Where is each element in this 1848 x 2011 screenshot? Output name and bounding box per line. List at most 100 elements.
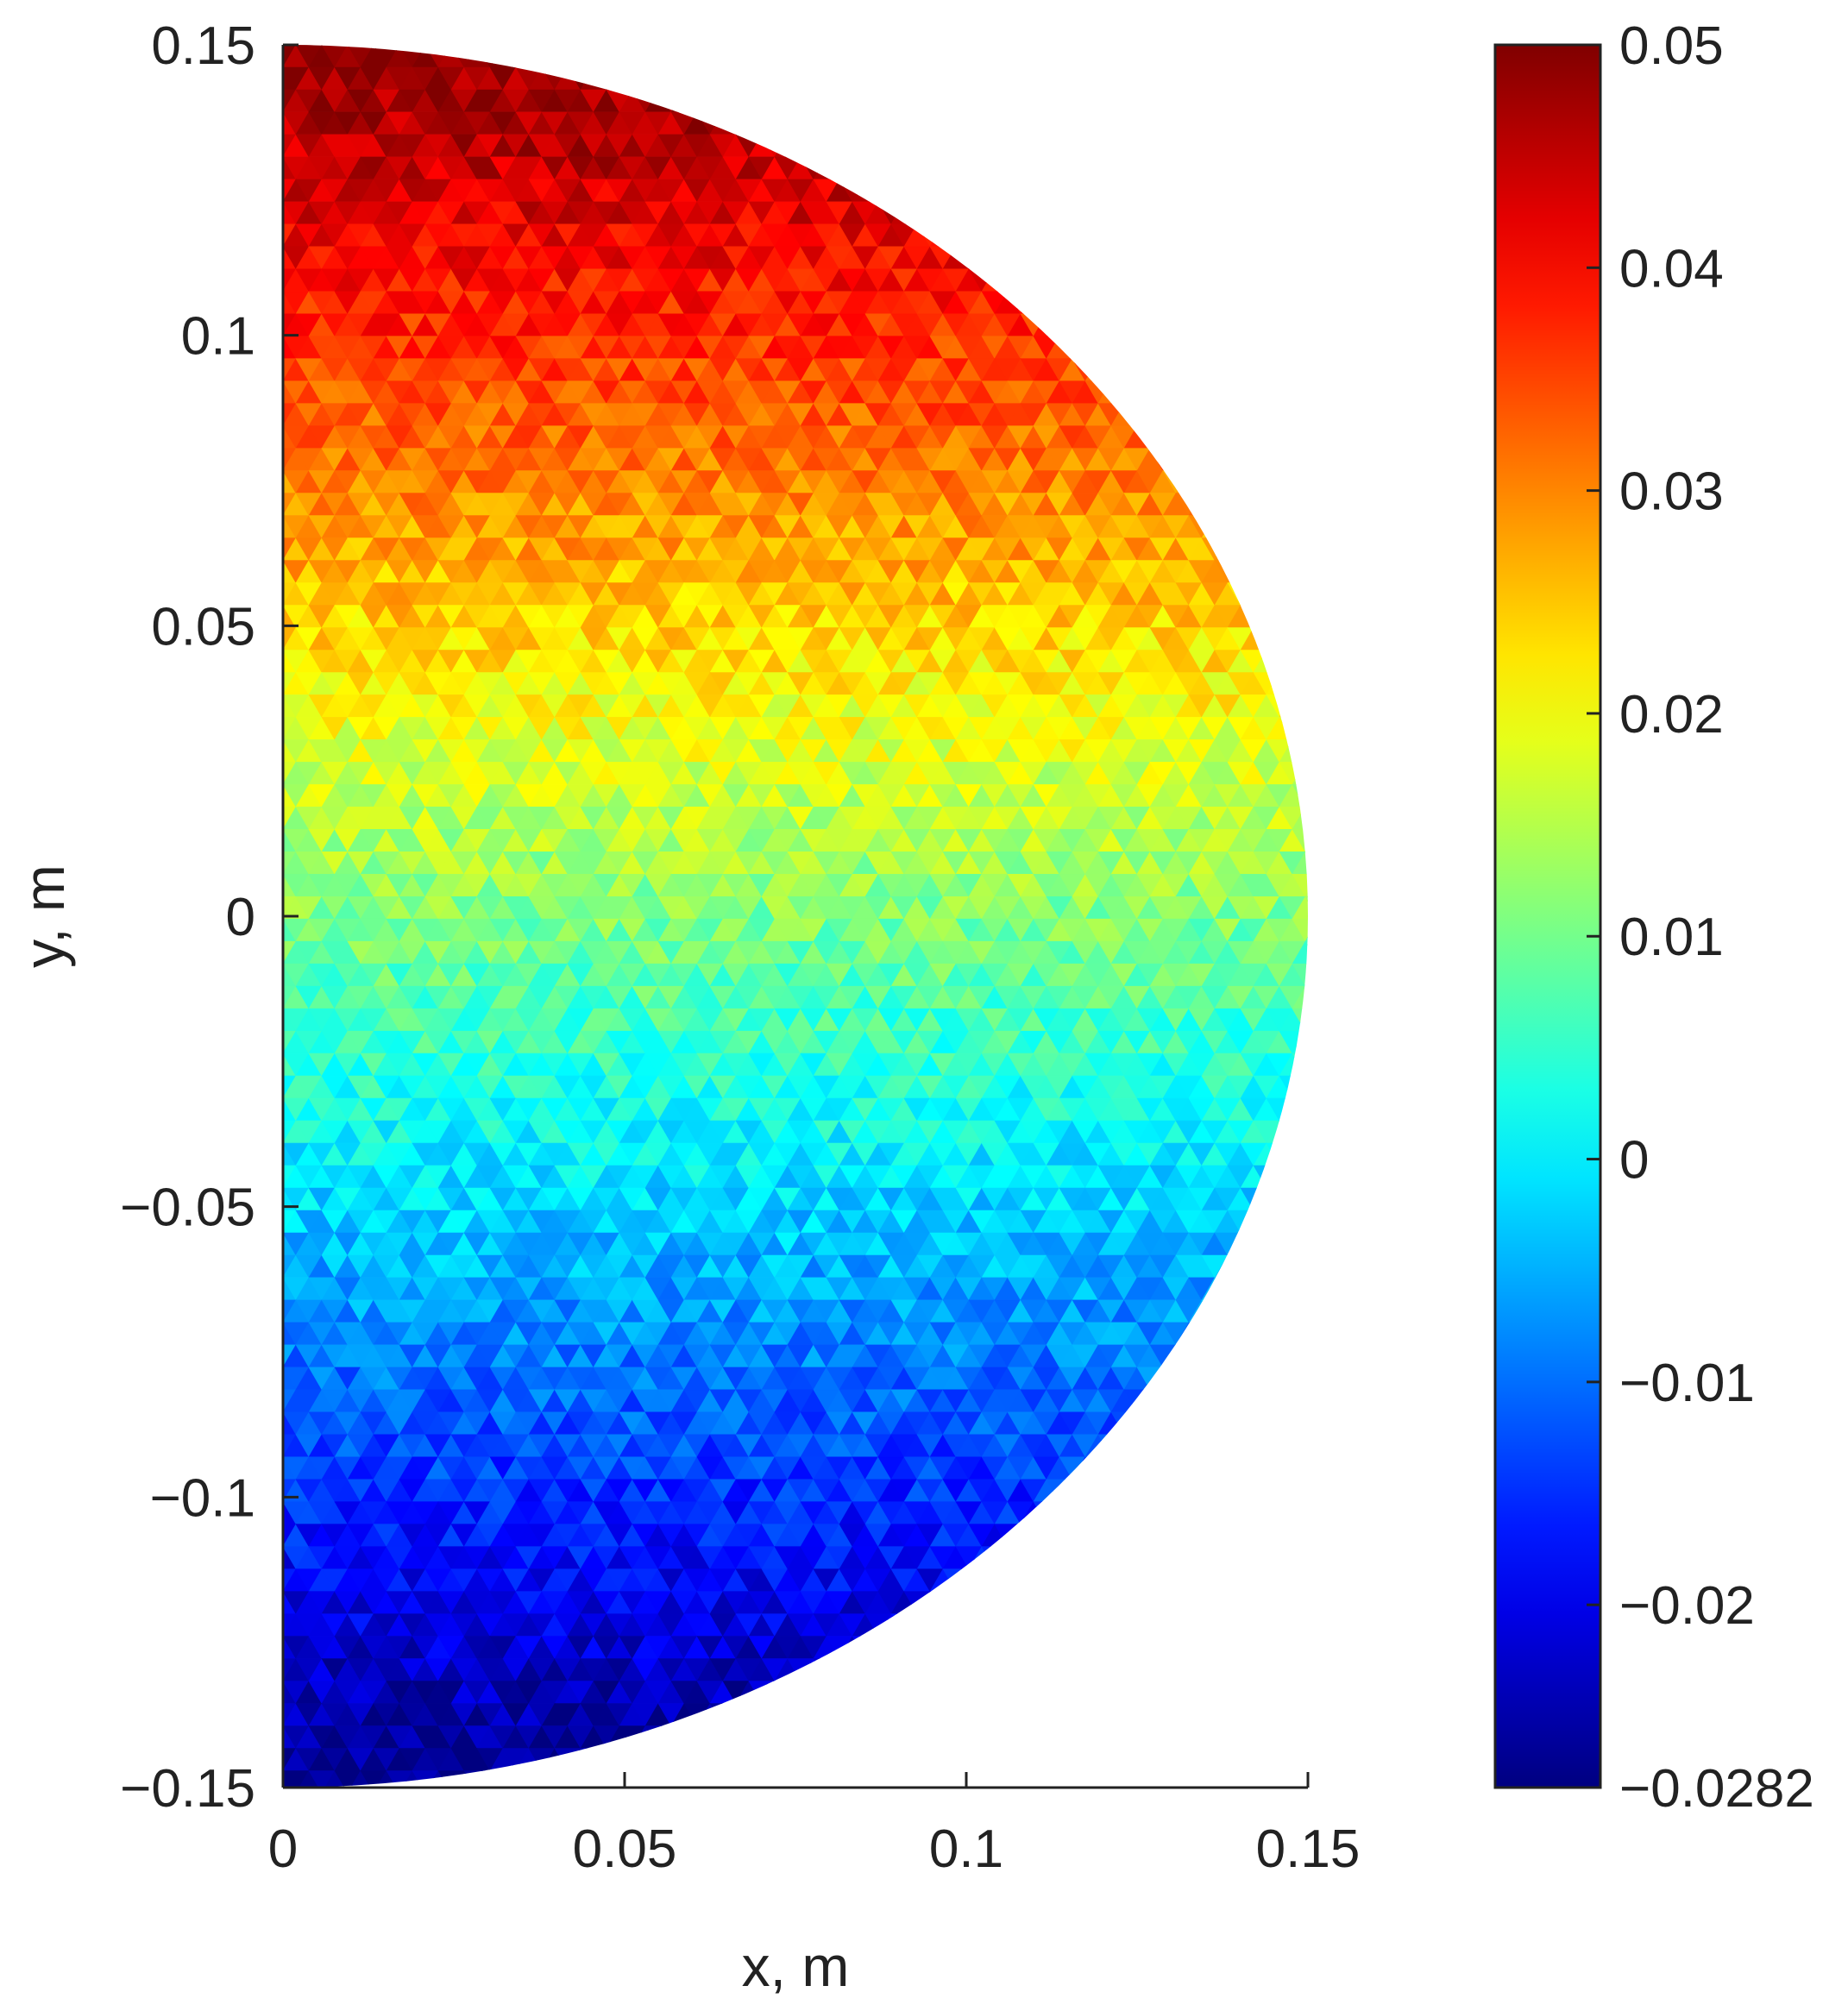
mesh-element [1149,425,1177,449]
mesh-element [644,89,672,113]
mesh-element [1266,605,1293,629]
mesh-element [1084,358,1112,382]
mesh-element [308,45,336,46]
mesh-element [593,66,620,91]
mesh-element [283,716,284,740]
mesh-element [283,537,284,561]
mesh-element [1214,537,1241,561]
mesh-element [1059,1501,1086,1525]
mesh-element [1020,291,1047,315]
mesh-element [283,1568,284,1592]
mesh-element [1304,738,1308,763]
mesh-element [1097,380,1125,405]
mesh-element [1007,268,1034,292]
mesh-element [412,45,439,46]
mesh-element [283,179,284,203]
mesh-element [1214,492,1241,516]
mesh-element [1279,694,1306,718]
mesh-element [826,156,853,180]
mesh-element [463,45,491,46]
mesh-element [696,89,724,113]
mesh-element [1097,336,1125,360]
mesh-element [1084,1456,1112,1480]
mesh-element [283,671,284,695]
mesh-element [1318,1031,1344,1053]
mesh-element [1020,1524,1047,1548]
mesh-element [1292,694,1308,719]
mesh-element [1175,469,1203,493]
mesh-element [1227,1299,1254,1323]
mesh-element [1304,963,1308,987]
mesh-element [1304,873,1308,897]
mesh-element [1318,896,1344,919]
mesh-element [1292,1142,1308,1166]
mesh-element [1097,1456,1125,1480]
mesh-element [981,268,1009,292]
mesh-element [929,223,957,248]
mesh-element [877,179,905,203]
mesh-element [929,201,957,225]
mesh-element [1331,874,1357,896]
mesh-element [1331,964,1357,986]
mesh-element [1097,1434,1125,1458]
mesh-element [283,1030,284,1054]
mesh-element [968,246,996,270]
mesh-element [942,1568,970,1593]
mesh-element [1279,1142,1306,1166]
mesh-element [1292,761,1308,785]
mesh-element [722,89,750,113]
mesh-element [1240,1232,1267,1256]
mesh-element [283,134,284,158]
mesh-element [1304,1030,1308,1054]
mesh-element [283,1254,284,1279]
mesh-element [1318,986,1344,1009]
mesh-element [955,223,983,248]
mesh-element [502,45,530,68]
mesh-element [283,1120,284,1144]
mesh-element [1253,1254,1280,1279]
mesh-element [283,45,297,46]
mesh-element [1304,828,1308,852]
mesh-element [1279,627,1306,651]
mesh-element [437,45,465,46]
mesh-element [800,134,827,158]
mesh-element [735,111,763,135]
mesh-element [787,111,814,135]
mesh-element [994,1568,1021,1593]
mesh-element [1072,336,1099,360]
mesh-element [1201,1299,1229,1323]
mesh-element [1188,470,1216,494]
mesh-element [1240,1277,1267,1301]
mesh-element [1318,941,1344,964]
mesh-element [1266,1210,1293,1234]
mesh-element [580,66,607,91]
mesh-element [1318,852,1344,874]
mesh-element [1033,313,1060,337]
mesh-element [1201,469,1229,493]
mesh-element [1304,1075,1308,1099]
mesh-element [1331,829,1357,852]
mesh-element [813,134,840,158]
mesh-element [709,89,737,113]
mesh-element [1331,941,1357,964]
mesh-element [852,156,879,180]
mesh-element [283,268,284,292]
mesh-element [1123,1411,1151,1436]
mesh-element [502,45,530,46]
mesh-element [283,403,284,427]
mesh-element [541,45,569,68]
mesh-element [1318,919,1344,941]
mesh-element [1097,358,1125,382]
mesh-element [1240,581,1267,606]
mesh-element [1318,1053,1344,1076]
mesh-element [283,985,284,1009]
mesh-element [283,761,284,785]
mesh-element [1304,783,1308,808]
mesh-element [1318,964,1344,986]
mesh-element [1175,448,1203,472]
mesh-element [1201,493,1229,517]
mesh-element [1266,650,1293,674]
mesh-element [1046,291,1073,315]
mesh-element [283,313,284,337]
mesh-element [1253,1232,1280,1256]
